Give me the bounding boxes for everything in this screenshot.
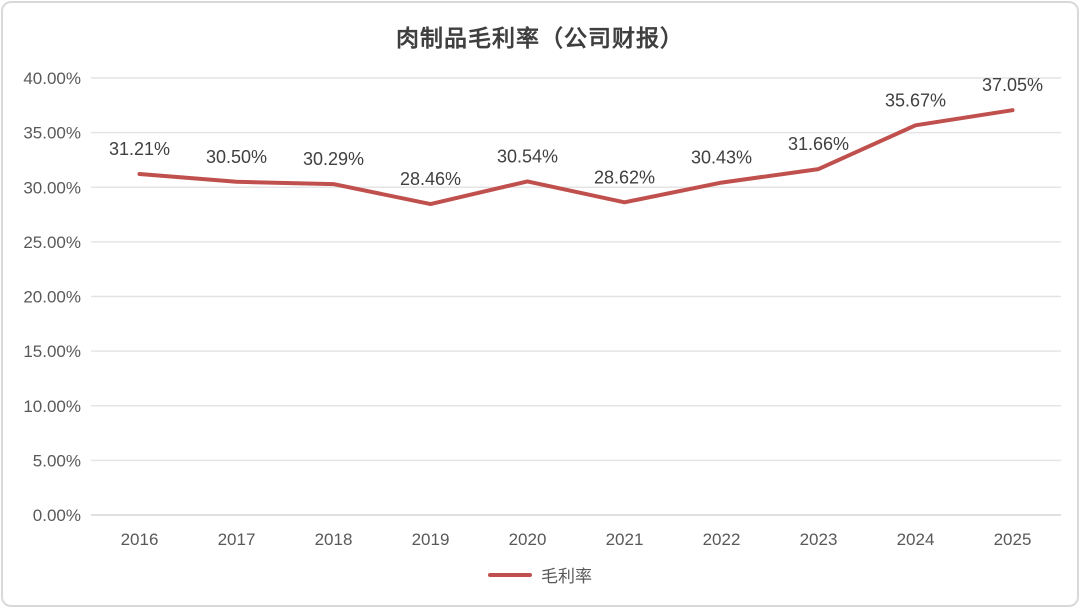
y-axis-tick-label: 35.00%	[23, 124, 81, 143]
legend: 毛利率	[3, 562, 1077, 587]
data-label: 35.67%	[885, 90, 946, 110]
x-axis-tick-label: 2018	[315, 530, 353, 549]
y-axis-tick-label: 0.00%	[33, 506, 81, 525]
data-label: 31.21%	[109, 139, 170, 159]
chart-title: 肉制品毛利率（公司财报）	[396, 25, 684, 51]
x-axis-tick-label: 2020	[509, 530, 547, 549]
data-label: 30.29%	[303, 149, 364, 169]
legend-line-swatch	[488, 572, 532, 577]
legend-label: 毛利率	[541, 567, 592, 586]
gross-margin-line-chart: 0.00% 5.00% 10.00% 15.00% 20.00% 25.00% 30.00%…	[23, 69, 1061, 549]
y-axis-tick-label: 40.00%	[23, 69, 81, 88]
data-label: 37.05%	[982, 75, 1043, 95]
y-axis-tick-label: 10.00%	[23, 397, 81, 416]
series-line	[137, 108, 1015, 207]
x-axis-tick-label: 2017	[218, 530, 256, 549]
x-axis-tick-label: 2024	[897, 530, 935, 549]
y-axis-tick-label: 20.00%	[23, 288, 81, 307]
data-label: 28.62%	[594, 167, 655, 187]
x-axis-tick-label: 2016	[121, 530, 159, 549]
data-label: 30.50%	[206, 147, 267, 167]
x-axis-tick-label: 2019	[412, 530, 450, 549]
data-label: 31.66%	[788, 134, 849, 154]
data-label: 30.43%	[691, 148, 752, 168]
data-label: 30.54%	[497, 146, 558, 166]
x-axis-tick-label: 2023	[800, 530, 838, 549]
y-axis-tick-label: 15.00%	[23, 342, 81, 361]
x-axis-tick-label: 2021	[606, 530, 644, 549]
y-axis-tick-label: 5.00%	[33, 451, 81, 470]
x-axis-tick-label: 2025	[994, 530, 1032, 549]
data-label: 28.46%	[400, 169, 461, 189]
y-axis-tick-label: 25.00%	[23, 233, 81, 252]
y-axis-tick-label: 30.00%	[23, 178, 81, 197]
x-axis-tick-label: 2022	[703, 530, 741, 549]
